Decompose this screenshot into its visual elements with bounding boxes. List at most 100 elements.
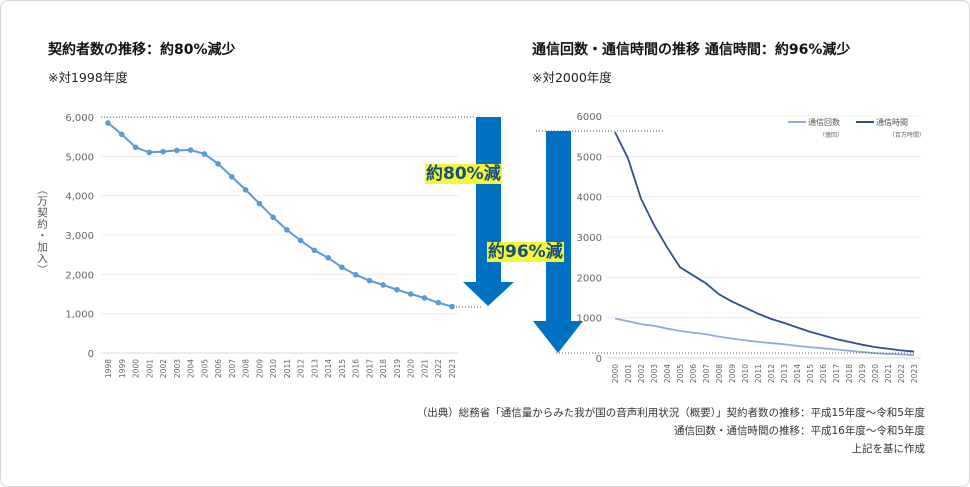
y-tick-label: 0 (88, 349, 94, 360)
y-tick-label: 6000 (577, 112, 602, 123)
x-tick-label: 2012 (297, 359, 306, 378)
data-point (105, 120, 111, 126)
x-tick-label: 2008 (242, 359, 251, 378)
x-tick-label: 2011 (754, 364, 763, 383)
series-line-contracts (107, 122, 453, 308)
data-point (229, 173, 235, 180)
x-tick-label: 2004 (663, 364, 672, 383)
x-tick-label: 2000 (611, 364, 620, 383)
x-tick-label: 2019 (393, 359, 402, 378)
x-tick-label: 2014 (793, 364, 802, 383)
x-tick-label: 2005 (200, 359, 209, 378)
data-point (160, 148, 166, 155)
x-tick-label: 2018 (845, 364, 854, 383)
data-point (407, 291, 414, 297)
x-tick-label: 2013 (310, 359, 319, 378)
left-y-axis-label: （万契約・加入） (36, 184, 48, 276)
data-point (325, 255, 331, 261)
y-tick-label: 5,000 (65, 152, 94, 163)
source-line-3: 上記を基に作成 (851, 443, 926, 455)
x-tick-label: 1998 (104, 359, 113, 378)
x-tick-label: 2015 (338, 359, 347, 378)
x-tick-label: 2000 (132, 359, 141, 378)
x-tick-label: 2012 (767, 364, 776, 383)
x-tick-label: 2001 (145, 359, 154, 378)
data-point (311, 247, 318, 254)
data-point (394, 286, 400, 293)
x-tick-label: 2021 (884, 364, 893, 383)
y-tick-label: 1,000 (65, 310, 94, 321)
x-tick-label: 2009 (255, 359, 264, 378)
x-tick-label: 2016 (819, 364, 828, 383)
x-tick-label: 2013 (780, 364, 789, 383)
x-tick-label: 2014 (324, 359, 333, 378)
data-point (366, 277, 373, 284)
x-tick-label: 2001 (624, 364, 633, 383)
right-note: ※対2000年度 (532, 70, 612, 85)
data-point (118, 131, 125, 138)
data-point (270, 214, 276, 221)
left-note: ※対1998年度 (48, 70, 128, 85)
series-line-通信時間 (614, 131, 915, 353)
data-point (421, 295, 428, 301)
legend-label-count: 通信回数 (808, 117, 840, 127)
y-tick-label: 4000 (577, 193, 602, 204)
x-tick-label: 2020 (407, 359, 416, 378)
y-tick-label: 2000 (577, 273, 602, 284)
legend-unit-time: （百万時間） (889, 131, 925, 139)
x-tick-label: 2019 (858, 364, 867, 383)
reduction-80-label: 約80%減 (425, 164, 502, 184)
data-point (174, 147, 180, 154)
x-tick-label: 2007 (228, 359, 237, 378)
down-arrow-icon (463, 117, 514, 306)
x-tick-label: 2020 (871, 364, 880, 383)
x-tick-label: 2010 (741, 364, 750, 383)
x-tick-label: 2016 (352, 359, 361, 378)
data-point (215, 161, 221, 167)
y-tick-label: 4,000 (65, 192, 94, 203)
x-tick-label: 2009 (728, 364, 737, 383)
x-tick-label: 2010 (269, 359, 278, 378)
x-tick-label: 2017 (832, 364, 841, 383)
data-point (380, 282, 387, 288)
x-tick-label: 2023 (448, 359, 457, 378)
legend-label-time: 通信時間 (876, 117, 908, 127)
x-tick-label: 2002 (159, 359, 168, 378)
source-line-2: 通信回数・通信時間の推移：平成16年度～令和5年度 (673, 425, 925, 437)
y-tick-label: 5000 (577, 152, 602, 163)
x-tick-label: 2008 (715, 364, 724, 383)
data-point (352, 271, 359, 278)
x-tick-label: 2021 (420, 359, 429, 378)
data-point (242, 186, 249, 193)
x-tick-label: 2015 (806, 364, 815, 383)
reduction-96-label: 約96%減 (487, 242, 564, 262)
data-point (132, 144, 139, 151)
left-title: 契約者数の推移：約80%減少 (48, 42, 236, 58)
y-tick-label: 2,000 (65, 270, 94, 281)
x-tick-label: 2007 (702, 364, 711, 383)
x-tick-label: 2004 (187, 359, 196, 378)
y-tick-label: 6,000 (65, 113, 94, 124)
series-line-通信回数 (614, 317, 915, 357)
y-tick-label: 3,000 (65, 231, 94, 242)
x-tick-label: 2003 (650, 364, 659, 383)
y-tick-label: 0 (596, 354, 602, 365)
data-point (449, 303, 455, 310)
x-tick-label: 2022 (897, 364, 906, 383)
x-tick-label: 2017 (365, 359, 374, 378)
x-tick-label: 1999 (118, 359, 127, 378)
x-tick-label: 2011 (283, 359, 292, 378)
data-point (435, 299, 442, 306)
x-tick-label: 2006 (689, 364, 698, 383)
data-point (284, 227, 290, 233)
data-point (339, 264, 345, 271)
data-point (187, 147, 194, 153)
x-tick-label: 2002 (637, 364, 646, 383)
data-point (297, 237, 304, 244)
data-point (201, 151, 208, 157)
data-point (256, 200, 263, 207)
right-title: 通信回数・通信時間の推移 通信時間：約96%減少 (532, 42, 851, 58)
source-line-1: （出典）総務省「通信量からみた我が国の音声利用状況（概要）」契約者数の推移：平成… (416, 407, 925, 419)
